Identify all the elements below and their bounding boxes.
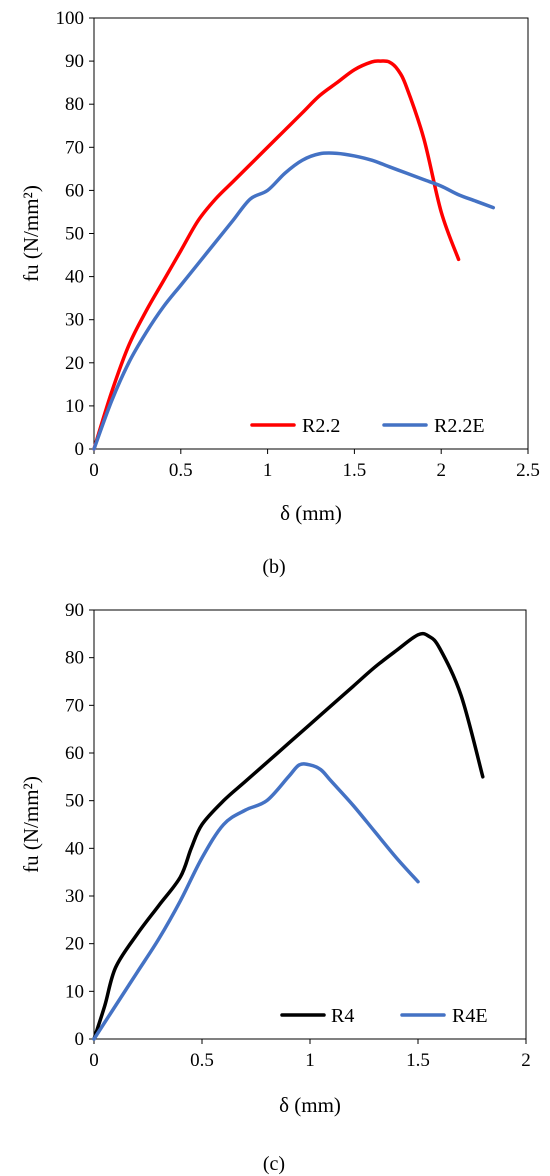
chart-c-x-tick-label: 0.5: [190, 1050, 214, 1071]
chart-b-y-tick-label: 90: [65, 51, 84, 72]
chart-c-series-line-r4e: [92, 762, 420, 1041]
chart-c-series-line-r4: [92, 631, 485, 1041]
chart-c-y-tick-label: 50: [65, 791, 84, 812]
chart-b-series-line-r2-2e: [92, 151, 496, 451]
chart-b-y-tick-label: 10: [65, 396, 84, 417]
chart-b-y-tick-label: 80: [65, 94, 84, 115]
chart-c-y-tick-label: 30: [65, 886, 84, 907]
chart-c-y-tick-label: 0: [75, 1029, 85, 1050]
chart-c-y-tick-label: 40: [65, 838, 84, 859]
chart-c-y-tick-label: 80: [65, 648, 84, 669]
chart-b-y-tick-label: 100: [56, 8, 85, 29]
chart-c-x-tick-label: 0: [89, 1050, 99, 1071]
chart-b-x-tick-label: 0: [89, 460, 99, 481]
chart-b-x-tick-label: 2: [436, 460, 446, 481]
chart-b-x-axis-label: δ (mm): [280, 501, 342, 525]
chart-b-y-tick-label: 0: [75, 439, 85, 460]
chart-b-x-tick-label: 1: [263, 460, 273, 481]
chart-b-caption: (b): [262, 556, 285, 578]
chart-c-y-tick-label: 10: [65, 981, 84, 1002]
chart-c-caption: (c): [263, 1153, 285, 1175]
chart-b-y-tick-label: 30: [65, 310, 84, 331]
chart-c-x-tick-label: 1.5: [406, 1050, 430, 1071]
chart-c-y-axis-label: fu (N/mm²): [19, 776, 43, 873]
chart-c-x-tick-label: 1: [305, 1050, 315, 1071]
chart-c-y-tick-label: 90: [65, 600, 84, 621]
chart-b-legend-label: R2.2E: [434, 415, 485, 437]
chart-c: (c) 0 10 20 30 40 50 60 70 80 90 0 0.5 1 1.5 2 δ (mm) fu…: [19, 600, 531, 1175]
chart-c-legend-label: R4: [331, 1005, 354, 1027]
chart-b-x-tick-label: 1.5: [343, 460, 367, 481]
chart-b-y-tick-label: 70: [65, 137, 84, 158]
chart-b-legend-label: R2.2: [302, 415, 340, 437]
chart-b-y-axis-label: fu (N/mm²): [19, 185, 43, 282]
chart-c-x-axis-label: δ (mm): [279, 1093, 341, 1117]
chart-b-plot-area: [93, 17, 529, 450]
chart-c-x-tick-label: 2: [521, 1050, 531, 1071]
chart-b-y-tick-label: 50: [65, 224, 84, 245]
chart-c-y-tick-label: 20: [65, 934, 84, 955]
chart-b-y-tick-label: 40: [65, 267, 84, 288]
chart-c-y-tick-label: 70: [65, 695, 84, 716]
chart-b-x-tick-label: 0.5: [169, 460, 193, 481]
chart-b-y-tick-label: 20: [65, 353, 84, 374]
chart-b-series-line-r2-2: [92, 59, 461, 451]
chart-b-x-tick-label: 2.5: [516, 460, 540, 481]
chart-c-plot-area: [93, 609, 527, 1040]
chart-b: (b) 0 10 20 30 40 50 60 70 80 90 100 0 0.5 1 1.5 2 2.5 δ …: [19, 8, 540, 578]
chart-c-y-tick-label: 60: [65, 743, 84, 764]
chart-c-legend-label: R4E: [452, 1005, 488, 1027]
chart-b-y-tick-label: 60: [65, 180, 84, 201]
